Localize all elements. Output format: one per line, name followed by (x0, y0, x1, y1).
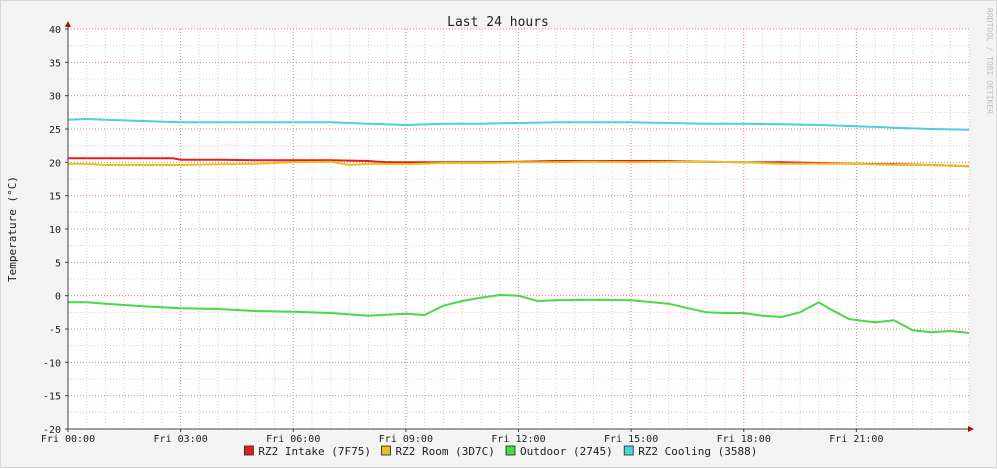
y-tick-label: 15 (49, 192, 61, 203)
x-tick-label: Fri 06:00 (266, 434, 320, 445)
chart-title: Last 24 hours (447, 15, 549, 30)
series-line (67, 118, 970, 131)
y-tick-labels: -20 -15 -10 -5 0 5 10 15 20 25 30 35 40 (43, 25, 61, 436)
y-tick-label: -20 (43, 425, 61, 436)
y-tick-label: 30 (49, 92, 61, 103)
x-tick-label: Fri 21:00 (829, 434, 883, 445)
rrdtool-watermark: RRDTOOL / TOBI OETIKER (985, 8, 994, 114)
x-axis-arrow (968, 426, 974, 432)
x-tick-label: Fri 00:00 (41, 434, 95, 445)
y-tick-label: 0 (55, 292, 61, 303)
y-tick-label: -15 (43, 392, 61, 403)
series-line (68, 160, 970, 168)
legend-item: RZ2 Cooling (3588) (623, 445, 757, 458)
legend-label: RZ2 Intake (7F75) (258, 445, 371, 458)
legend-swatch (243, 445, 254, 456)
legend-item: Outdoor (2745) (505, 445, 613, 458)
legend-swatch (381, 445, 391, 456)
legend-label: RZ2 Cooling (3588) (638, 445, 757, 458)
x-tick-label: Fri 09:00 (379, 434, 433, 445)
y-tick-label: -5 (49, 325, 61, 336)
series-layer (67, 118, 970, 334)
y-axis-label: Temperature (°C) (6, 176, 19, 282)
legend-label: Outdoor (2745) (520, 445, 613, 458)
x-tick-label: Fri 15:00 (604, 434, 658, 445)
x-tick-labels: Fri 00:00 Fri 03:00 Fri 06:00 Fri 09:00 Fri … (41, 434, 884, 445)
legend-swatch (623, 445, 634, 456)
x-tick-label: Fri 18:00 (717, 434, 771, 445)
legend-label: RZ2 Room (3D7C) (396, 445, 495, 458)
axes (65, 21, 974, 432)
y-tick-label: 5 (55, 258, 61, 269)
y-tick-label: 20 (49, 158, 61, 169)
legend: RZ2 Intake (7F75) RZ2 Room (3D7C) Outdoor … (243, 445, 757, 458)
y-axis-arrow (65, 21, 71, 27)
y-tick-label: 35 (49, 58, 61, 69)
series-line (68, 294, 970, 334)
legend-item: RZ2 Intake (7F75) (243, 445, 371, 458)
x-tick-label: Fri 03:00 (154, 434, 208, 445)
y-tick-label: 25 (49, 125, 61, 136)
x-tick-label: Fri 12:00 (491, 434, 545, 445)
y-tick-label: -10 (43, 358, 61, 369)
legend-item: RZ2 Room (3D7C) (381, 445, 495, 458)
y-tick-label: 10 (49, 225, 61, 236)
legend-swatch (505, 445, 516, 456)
y-tick-label: 40 (49, 25, 61, 36)
